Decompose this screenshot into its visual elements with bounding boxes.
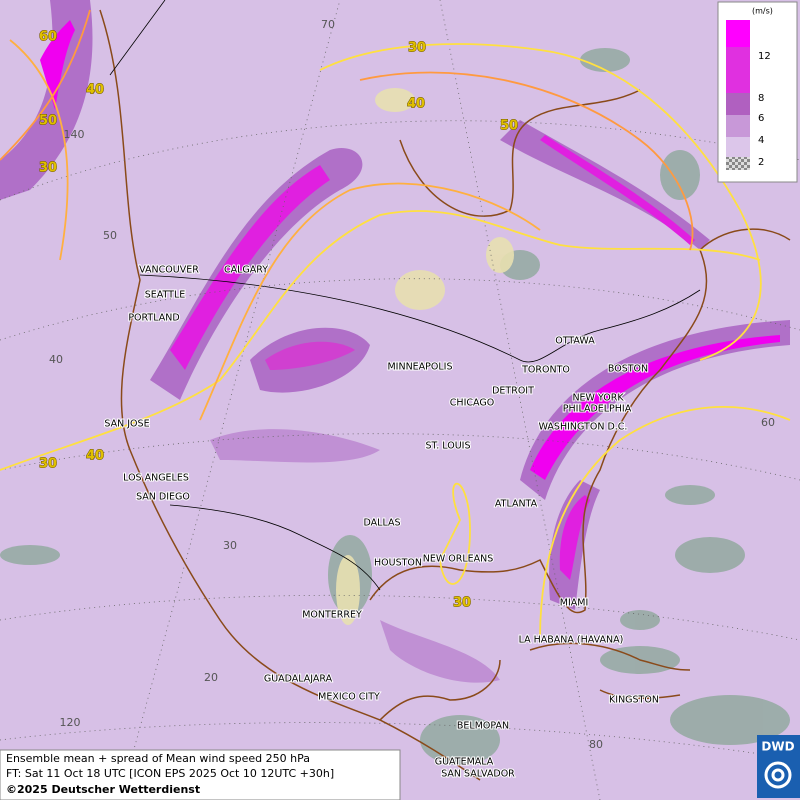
city-label: GUATEMALA <box>435 757 494 768</box>
city-label: GUADALAJARA <box>264 674 333 685</box>
city-label: OTTAWA <box>555 336 595 347</box>
logo: DWD <box>757 735 800 798</box>
contour-label: 30 <box>408 41 426 56</box>
city-label: BELMOPAN <box>457 721 509 732</box>
city-label: MINNEAPOLIS <box>387 362 452 373</box>
city-label: HOUSTON <box>374 558 422 569</box>
logo-mark <box>771 768 785 782</box>
grid-label: 40 <box>49 353 63 366</box>
city-label: BOSTON <box>608 364 648 375</box>
legend-swatch <box>726 47 750 93</box>
grid-label: 70 <box>321 18 335 31</box>
city-label: LOS ANGELES <box>123 473 189 484</box>
city-label: PHILADELPHIA <box>563 404 632 415</box>
legend-swatch <box>726 20 750 47</box>
city-label: SAN DIEGO <box>136 492 190 503</box>
city-label: WASHINGTON D.C. <box>539 422 628 433</box>
city-label: VANCOUVER <box>139 265 199 276</box>
wind-fields <box>0 0 790 683</box>
contours <box>0 9 791 641</box>
grid-label: 120 <box>60 716 81 729</box>
contour-label: 60 <box>39 30 57 45</box>
contour-label: 30 <box>39 457 57 472</box>
grid-label: 60 <box>761 416 775 429</box>
legend-tick-label: 6 <box>758 113 764 124</box>
contour-label: 50 <box>500 119 518 134</box>
info-line: ©2025 Deutscher Wetterdienst <box>6 783 200 796</box>
city-label: CHICAGO <box>450 398 494 409</box>
city-label: KINGSTON <box>609 695 659 706</box>
logo-text: DWD <box>761 740 794 754</box>
contour-label: 40 <box>86 449 104 464</box>
grid-labels: 70 140 50 40 30 20 120 60 80 <box>49 18 775 751</box>
legend-swatch <box>726 115 750 137</box>
city-label: NEW ORLEANS <box>423 554 494 565</box>
city-label: SAN SALVADOR <box>441 769 515 780</box>
grid-label: 80 <box>589 738 603 751</box>
info-line: FT: Sat 11 Oct 18 UTC [ICON EPS 2025 Oct… <box>6 767 334 780</box>
city-label: DALLAS <box>364 518 401 529</box>
legend-swatch <box>726 157 750 170</box>
contour-label: 30 <box>453 596 471 611</box>
grid-label: 140 <box>64 128 85 141</box>
info-line: Ensemble mean + spread of Mean wind spee… <box>6 752 310 765</box>
land-highlights <box>336 88 514 625</box>
city-label: ST. LOUIS <box>426 441 471 452</box>
city-label: NEW YORK <box>572 393 624 404</box>
contour-label: 50 <box>39 114 57 129</box>
grid-label: 30 <box>223 539 237 552</box>
city-label: DETROIT <box>492 386 534 397</box>
info-box: Ensemble mean + spread of Mean wind spee… <box>0 749 401 800</box>
city-label: MONTERREY <box>302 610 362 621</box>
legend-tick-label: 8 <box>758 93 764 104</box>
contour-label: 40 <box>86 83 104 98</box>
grid-label: 50 <box>103 229 117 242</box>
grid-label: 20 <box>204 671 218 684</box>
city-label: SAN JOSE <box>104 419 149 430</box>
legend-tick-label: 4 <box>758 135 764 146</box>
city-label: MEXICO CITY <box>318 692 380 703</box>
legend-tick-label: 12 <box>758 51 771 62</box>
coastlines <box>99 9 791 781</box>
city-label: PORTLAND <box>128 313 179 324</box>
city-label: MIAMI <box>560 598 589 609</box>
info-panel <box>0 749 401 800</box>
borders <box>109 0 701 591</box>
contour-label: 30 <box>39 161 57 176</box>
city-label: ATLANTA <box>495 499 538 510</box>
contour-labels: 60 40 50 30 30 40 50 30 40 30 <box>38 29 518 611</box>
legend-unit: (m/s) <box>752 7 773 16</box>
legend-tick-label: 2 <box>758 157 764 168</box>
legend: (m/s) 12 8 6 4 2 <box>717 1 798 183</box>
logo-mark <box>764 761 792 789</box>
cities: VANCOUVER CALGARY SEATTLE PORTLAND MINNE… <box>103 264 660 781</box>
city-label: TORONTO <box>521 365 570 376</box>
city-label: SEATTLE <box>145 290 186 301</box>
city-label: CALGARY <box>224 265 268 276</box>
legend-swatch <box>726 93 750 115</box>
city-label: LA HABANA (HAVANA) <box>519 635 624 646</box>
legend-swatch <box>726 137 750 157</box>
contour-label: 40 <box>407 97 425 112</box>
